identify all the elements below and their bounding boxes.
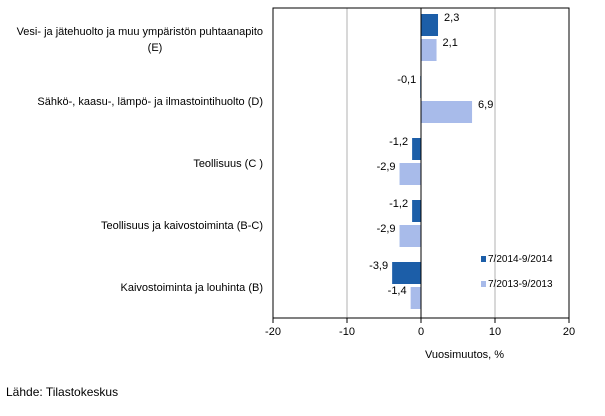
bar	[421, 14, 439, 36]
legend-label: 7/2014-9/2014	[488, 254, 553, 265]
source-note: Lähde: Tilastokeskus	[6, 385, 119, 399]
data-label: -2,9	[377, 223, 396, 235]
bar	[421, 101, 473, 123]
data-label: -1,2	[389, 198, 408, 210]
data-label: -0,1	[397, 74, 416, 86]
category-label: Vesi- ja jätehuolto ja muu ympäristön pu…	[17, 26, 263, 38]
category-label: (E)	[148, 42, 163, 54]
category-label: Teollisuus ja kaivostoiminta (B-C)	[101, 220, 263, 232]
x-tick-label: 10	[489, 326, 501, 338]
bar	[399, 163, 421, 185]
data-label: 6,9	[478, 99, 493, 111]
bar	[399, 225, 421, 247]
bar	[421, 39, 437, 61]
category-label: Sähkö-, kaasu-, lämpö- ja ilmastointihuo…	[37, 96, 263, 108]
data-label: -1,2	[389, 136, 408, 148]
legend-swatch	[481, 281, 486, 287]
legend-label: 7/2013-9/2013	[488, 279, 553, 290]
bar	[392, 262, 421, 284]
data-label: -3,9	[369, 260, 388, 272]
data-label: -2,9	[377, 161, 396, 173]
x-tick-label: -10	[339, 326, 355, 338]
data-label: -1,4	[388, 285, 407, 297]
bar	[412, 200, 421, 222]
data-label: 2,3	[444, 12, 459, 24]
bar-chart: -20 -10 0 10 20 Vesi- ja jätehuolto ja muu ym…	[17, 7, 575, 361]
bar	[412, 138, 421, 160]
data-label: 2,1	[443, 37, 458, 49]
x-axis-title: Vuosimuutos, %	[425, 349, 504, 361]
x-tick-label: -20	[265, 326, 281, 338]
legend-swatch	[481, 256, 486, 262]
x-tick-label: 0	[418, 326, 424, 338]
x-tick-label: 20	[563, 326, 575, 338]
bar	[410, 287, 421, 309]
category-label: Kaivostoiminta ja louhinta (B)	[121, 282, 263, 294]
category-label: Teollisuus (C )	[193, 158, 263, 170]
